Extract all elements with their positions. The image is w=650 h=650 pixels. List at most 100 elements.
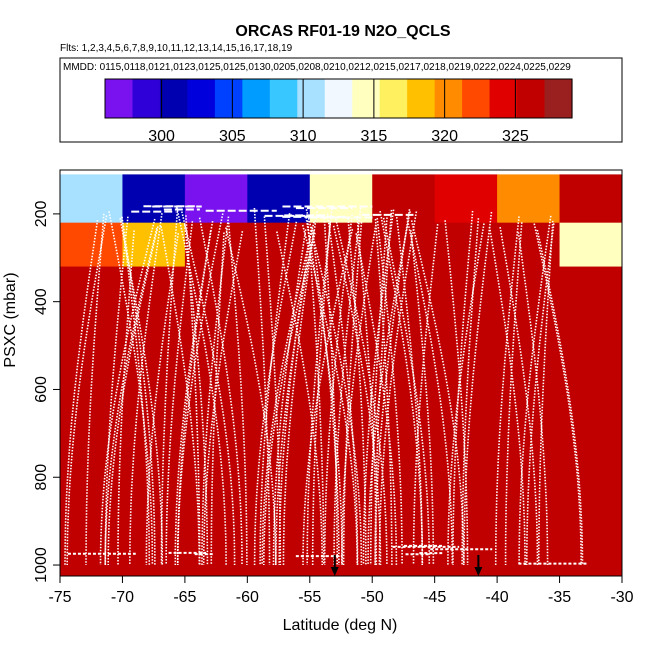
flight-track	[536, 229, 584, 566]
flight-track	[201, 216, 230, 565]
x-tick-label: -65	[173, 589, 196, 606]
flights-label: Flts: 1,2,3,4,5,6,7,8,9,10,11,12,13,14,1…	[60, 43, 293, 54]
colorbar-border	[104, 78, 573, 119]
heatmap-cell	[184, 174, 248, 224]
flight-track	[176, 207, 227, 566]
flight-track	[107, 226, 159, 566]
marker-arrow-head	[330, 567, 339, 576]
flight-track	[410, 220, 465, 566]
heatmap-cell	[559, 174, 623, 224]
flight-track	[374, 209, 393, 565]
flight-track	[120, 216, 151, 566]
x-tick-label: -30	[610, 589, 633, 606]
colorbar-swatch	[269, 79, 298, 118]
flight-track	[108, 211, 154, 566]
dates-label: MMDD: 0115,0118,0121,0123,0125,0125,0130…	[63, 62, 571, 73]
flight-tracks	[64, 205, 588, 566]
colorbar-tick-label: 325	[502, 128, 529, 145]
x-tick-label: -40	[486, 589, 509, 606]
chart-title: ORCAS RF01-19 N2O_QCLS	[235, 23, 450, 40]
flight-track	[202, 231, 244, 566]
colorbar-ticks: 300 305 310 315 320 325	[148, 79, 529, 145]
colorbar-swatch	[159, 79, 189, 118]
flight-track	[253, 221, 298, 566]
flight-track	[302, 229, 354, 566]
x-tick-label: -50	[361, 589, 384, 606]
colorbar-swatch	[324, 79, 353, 118]
flight-track	[183, 224, 209, 565]
heatmap-cell	[559, 222, 623, 268]
heatmap-cell	[60, 174, 123, 224]
flight-track	[310, 226, 340, 565]
colorbar-swatch	[297, 79, 326, 118]
heatmap-cell	[434, 266, 498, 577]
flight-track	[341, 224, 377, 566]
flight-track	[362, 209, 395, 565]
flight-track	[104, 216, 129, 566]
flight-track	[119, 218, 164, 566]
colorbar-tick-label: 310	[290, 128, 317, 145]
x-axis-label: Latitude (deg N)	[283, 617, 398, 634]
heatmap-cell	[559, 266, 623, 577]
colorbar-tick-label: 300	[148, 128, 175, 145]
flight-track	[342, 222, 363, 566]
colorbar: MMDD: 0115,0118,0121,0123,0125,0125,0130…	[59, 57, 623, 145]
flight-track	[306, 208, 333, 566]
flight-track	[374, 218, 393, 566]
marker-arrow-head	[474, 567, 483, 576]
colorbar-swatch	[489, 79, 518, 118]
colorbar-tick-label: 320	[431, 128, 458, 145]
heatmap-cell	[372, 174, 436, 224]
flight-track	[259, 213, 291, 566]
plot-frame	[59, 169, 623, 577]
flight-track	[494, 216, 520, 566]
colorbar-swatch	[434, 79, 463, 118]
flight-track	[369, 217, 388, 566]
y-tick-label: 800	[33, 464, 50, 491]
flight-track	[447, 223, 485, 566]
marker-arrows	[330, 555, 483, 576]
flight-track	[176, 230, 212, 565]
flight-track	[444, 220, 469, 566]
y-tick-label: 400	[33, 288, 50, 315]
colorbar-swatch	[105, 79, 134, 118]
heatmap-cell	[122, 174, 186, 224]
flight-track	[99, 218, 156, 566]
colorbar-tick-label: 315	[361, 128, 388, 145]
flight-track	[488, 226, 526, 566]
x-tick-label: -45	[423, 589, 446, 606]
heatmap-cell	[434, 174, 498, 224]
flight-track	[410, 230, 435, 566]
heatmap-cell	[60, 266, 123, 577]
x-tick-label: -75	[48, 589, 71, 606]
y-axis: 200 400 600 800 1000	[33, 200, 60, 583]
flight-track	[374, 209, 411, 566]
flight-track	[278, 229, 312, 566]
flight-track	[504, 222, 523, 565]
y-tick-label: 200	[33, 200, 50, 227]
colorbar-swatch	[132, 79, 161, 118]
flight-track	[367, 211, 411, 566]
flight-track	[104, 228, 158, 566]
x-axis: -75 -70 -65 -60 -55 -50 -45 -40 -35 -30	[48, 576, 634, 606]
flight-track	[323, 218, 339, 565]
flight-track	[307, 220, 325, 565]
flight-track	[499, 226, 539, 566]
flight-track	[263, 216, 282, 565]
flight-track	[272, 229, 307, 566]
heatmap-cell	[60, 222, 123, 268]
flight-track	[376, 218, 403, 565]
flight-track	[347, 218, 367, 566]
colorbar-swatches	[104, 78, 573, 119]
colorbar-swatch	[352, 79, 381, 118]
x-tick-label: -60	[236, 589, 259, 606]
flight-track	[282, 211, 318, 565]
colorbar-swatch	[214, 79, 243, 118]
flight-track	[463, 211, 493, 566]
colorbar-swatch	[544, 79, 573, 118]
colorbar-swatch	[187, 79, 216, 118]
heatmap-cell	[497, 174, 561, 224]
colorbar-swatch	[379, 79, 408, 118]
heatmap-cell	[497, 266, 561, 577]
